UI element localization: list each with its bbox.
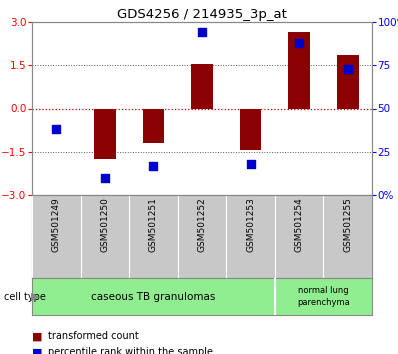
- Bar: [191, 64, 213, 108]
- Text: GSM501255: GSM501255: [343, 198, 352, 252]
- Point: [53, 126, 59, 132]
- Text: GSM501249: GSM501249: [52, 198, 61, 252]
- Text: transformed count: transformed count: [48, 331, 139, 341]
- Text: GSM501250: GSM501250: [100, 198, 109, 252]
- Text: GSM501251: GSM501251: [149, 198, 158, 252]
- Bar: [288, 32, 310, 108]
- Text: normal lung
parenchyma: normal lung parenchyma: [297, 286, 350, 307]
- Point: [345, 66, 351, 72]
- Bar: [337, 55, 359, 108]
- Point: [150, 163, 156, 169]
- Point: [296, 40, 302, 46]
- Text: GSM501252: GSM501252: [197, 198, 207, 252]
- Text: ■: ■: [32, 331, 43, 341]
- Text: GSM501254: GSM501254: [295, 198, 304, 252]
- Text: caseous TB granulomas: caseous TB granulomas: [91, 291, 216, 302]
- Point: [248, 161, 254, 167]
- Text: percentile rank within the sample: percentile rank within the sample: [48, 347, 213, 354]
- Text: ▶: ▶: [31, 291, 39, 302]
- Bar: [240, 108, 261, 150]
- Text: ■: ■: [32, 347, 43, 354]
- Bar: [142, 108, 164, 143]
- Point: [199, 29, 205, 35]
- Point: [101, 175, 108, 181]
- Bar: [94, 108, 116, 159]
- Title: GDS4256 / 214935_3p_at: GDS4256 / 214935_3p_at: [117, 8, 287, 21]
- Text: GSM501253: GSM501253: [246, 198, 255, 252]
- Text: cell type: cell type: [4, 291, 46, 302]
